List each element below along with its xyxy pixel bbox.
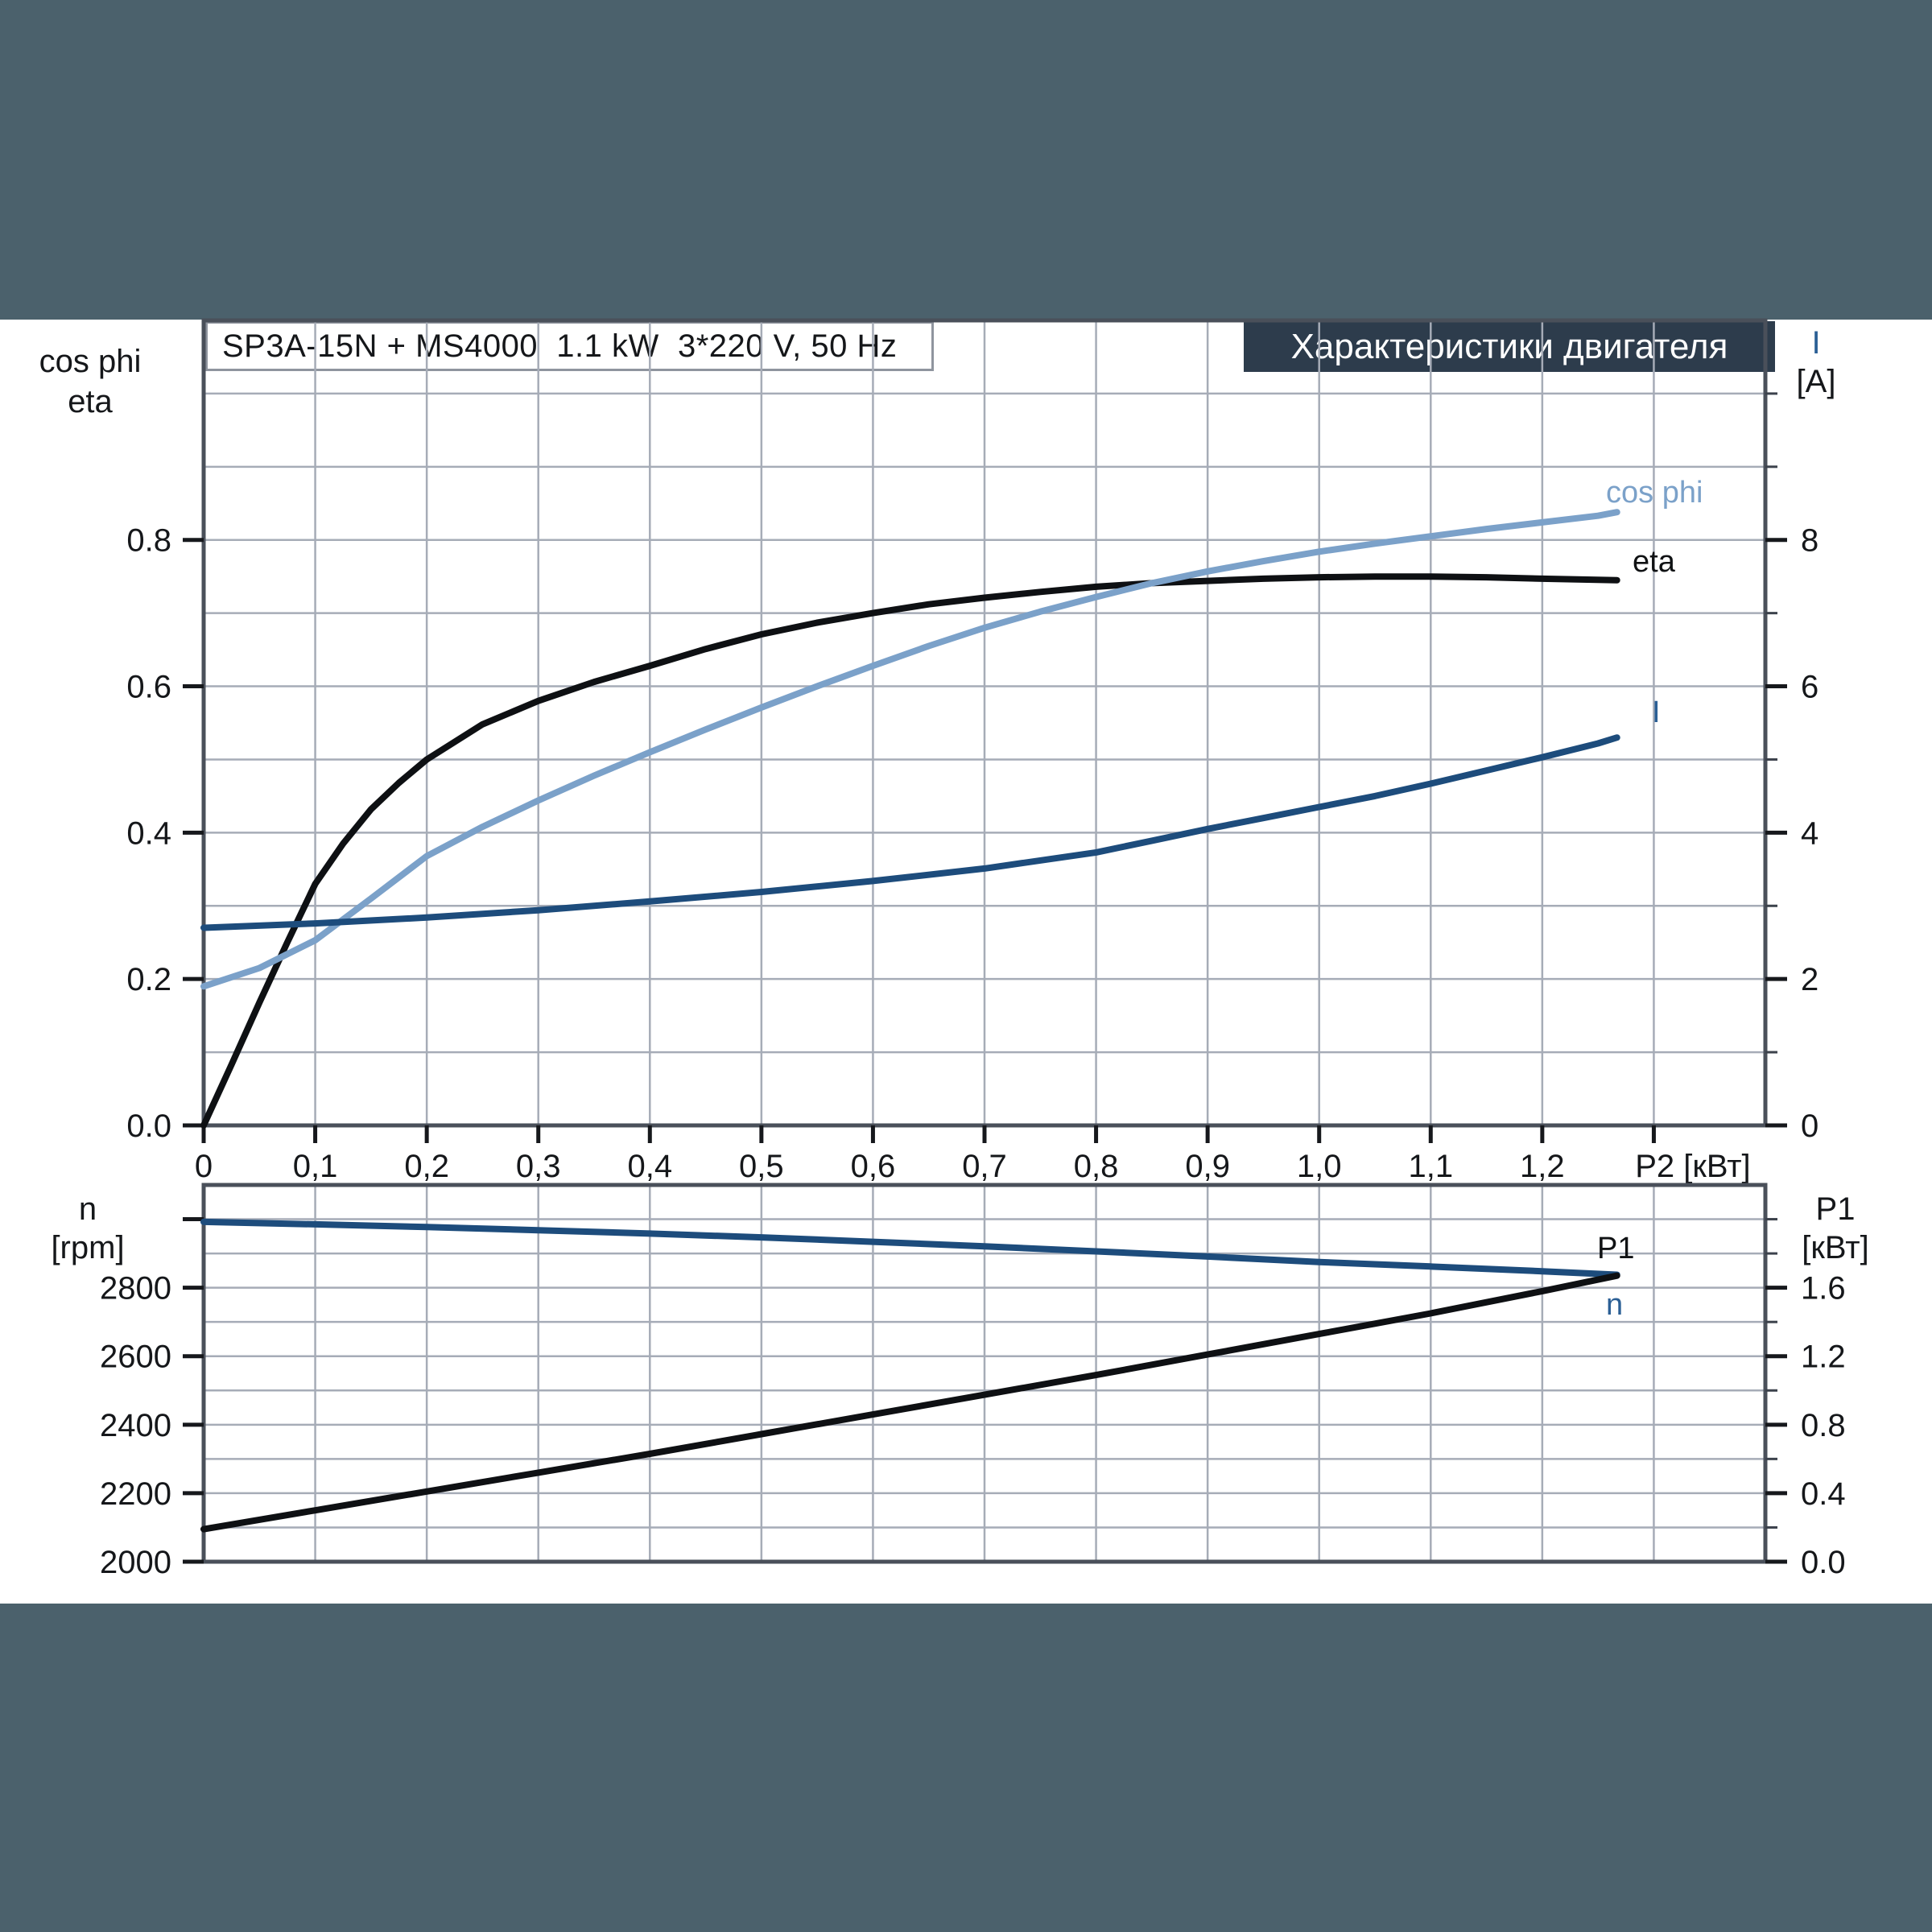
top-left-axis-title: cos phi eta [14,341,166,422]
svg-text:0,7: 0,7 [962,1149,1007,1184]
svg-text:8: 8 [1801,523,1818,559]
svg-text:0,2: 0,2 [404,1149,449,1184]
svg-text:0.4: 0.4 [126,815,171,851]
svg-text:6: 6 [1801,670,1818,705]
motor-characteristics-chart: 0 0,1 0,2 0,3 0,4 0,5 0,6 0,7 0,8 0,9 1,0 1,1 1,2 P2 … [126,318,1818,1184]
p1-axis-unit: [кВт] [1802,1230,1869,1265]
svg-text:0,8: 0,8 [1074,1149,1119,1184]
svg-text:0,6: 0,6 [851,1149,896,1184]
svg-text:2600: 2600 [100,1340,171,1375]
speed-axis-unit: [rpm] [51,1230,125,1265]
p1-axis-label: P1 [1815,1191,1856,1227]
svg-text:2800: 2800 [100,1271,171,1307]
svg-text:1,1: 1,1 [1408,1149,1453,1184]
pump-model-title-box: SP3A-15N + MS4000 1.1 kW 3*220 V, 50 Hz [205,321,934,371]
svg-text:0.2: 0.2 [126,962,171,997]
bottom-left-axis-title: n [rpm] [20,1190,155,1267]
svg-text:0,3: 0,3 [516,1149,561,1184]
panel-header-title: Характеристики двигателя [1290,326,1728,366]
svg-text:0,9: 0,9 [1185,1149,1230,1184]
speed-axis-label: n [78,1191,97,1227]
cos-phi-curve-label: cos phi [1606,476,1703,510]
svg-text:2: 2 [1801,962,1818,997]
svg-text:1.6: 1.6 [1801,1271,1846,1307]
speed-curve-label: n [1606,1288,1624,1322]
p1-curve-label: P1 [1597,1232,1635,1265]
svg-text:0.8: 0.8 [1801,1408,1846,1443]
pump-model-title: SP3A-15N + MS4000 1.1 kW 3*220 V, 50 Hz [222,328,898,364]
svg-text:1.2: 1.2 [1801,1340,1846,1375]
current-axis-label: I [1811,325,1821,361]
svg-text:0.6: 0.6 [126,670,171,705]
svg-text:P2 [кВт]: P2 [кВт] [1635,1149,1750,1184]
current-axis-unit: [A] [1796,364,1836,399]
svg-text:0.0: 0.0 [1801,1545,1846,1580]
svg-text:0.8: 0.8 [126,523,171,559]
svg-text:1,2: 1,2 [1520,1149,1565,1184]
svg-text:2000: 2000 [100,1545,171,1580]
svg-text:1,0: 1,0 [1297,1149,1342,1184]
eta-axis-label: eta [68,384,113,419]
cos-phi-axis-label: cos phi [39,344,142,379]
svg-text:0: 0 [195,1149,213,1184]
svg-text:0: 0 [1801,1108,1818,1144]
svg-text:4: 4 [1801,815,1818,851]
svg-text:0.0: 0.0 [126,1108,171,1144]
current-curve-label: I [1652,696,1661,729]
svg-text:2400: 2400 [100,1408,171,1443]
eta-curve-label: eta [1633,545,1675,579]
svg-text:2200: 2200 [100,1476,171,1512]
panel-header: Характеристики двигателя [1244,321,1775,372]
svg-text:0,1: 0,1 [293,1149,338,1184]
svg-text:0,4: 0,4 [627,1149,672,1184]
top-right-axis-title: I [A] [1771,324,1861,401]
svg-text:0.4: 0.4 [1801,1476,1846,1512]
speed-power-chart: 2800 2600 2400 2200 2000 1.6 1.2 0.8 0.4 0.0 [100,1183,1846,1580]
bottom-right-axis-title: P1 [кВт] [1779,1190,1892,1267]
svg-text:0,5: 0,5 [739,1149,784,1184]
